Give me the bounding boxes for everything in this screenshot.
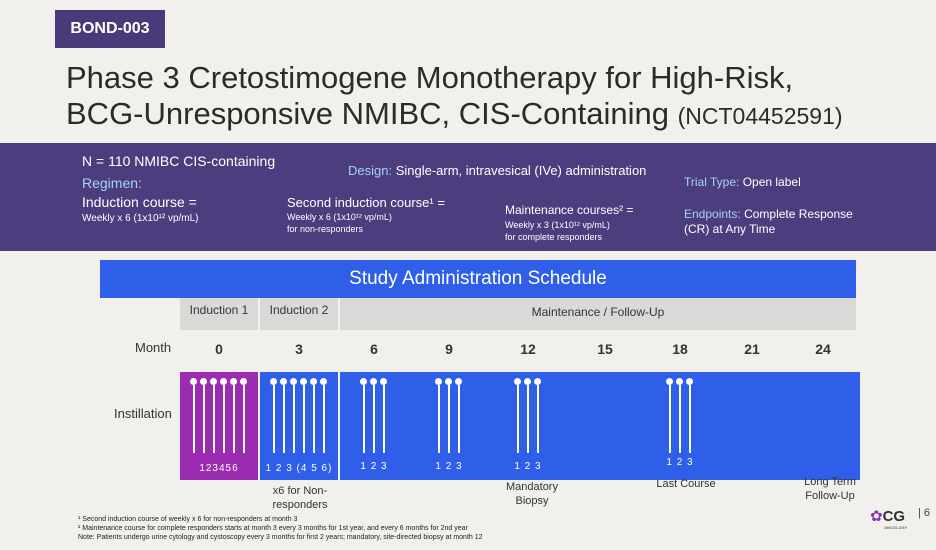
needle-month-6-1 — [360, 378, 367, 453]
needle-induction-2-4 — [300, 378, 307, 453]
needle-induction-2-6 — [320, 378, 327, 453]
maintenance-note: for complete responders — [505, 232, 603, 242]
page-number: | 6 — [918, 507, 931, 519]
month-21: 21 — [744, 341, 760, 357]
endpoints: Endpoints: Complete Response — [684, 207, 853, 221]
footnote-3: Note: Patients undergo urine cytology an… — [78, 534, 483, 541]
month-9: 9 — [445, 341, 453, 357]
below-month-12-line-2: Biopsy — [515, 495, 549, 507]
maintenance-detail: Weekly x 3 (1x10¹² vp/mL) — [505, 220, 610, 230]
below-month-24-line-2: Follow-Up — [805, 490, 855, 502]
phase-row: Induction 1 Induction 2 Maintenance / Fo… — [100, 290, 856, 330]
below-month-24-line-1: Long Term — [804, 476, 856, 488]
instillation-label: Instillation — [114, 406, 172, 421]
instillation-numbers-induction-1: 123456 — [199, 463, 239, 474]
design-value: Single-arm, intravesical (IVe) administr… — [395, 163, 647, 178]
instillation-numbers-month-9: 1 2 3 — [435, 461, 463, 472]
design-label: Design: — [348, 163, 393, 178]
schedule-header: Study Administration Schedule — [100, 260, 856, 298]
instillation-numbers-month-18: 1 2 3 — [666, 457, 694, 468]
needle-induction-1-2 — [200, 378, 207, 453]
needle-month-18-2 — [676, 378, 683, 453]
needle-month-9-2 — [445, 378, 452, 453]
induction-detail: Weekly x 6 (1x10¹² vp/mL) — [82, 213, 199, 224]
below-induction-2-line-2: responders — [272, 499, 328, 511]
endpoints-label: Endpoints: — [684, 207, 741, 221]
needle-induction-2-3 — [290, 378, 297, 453]
instillation-numbers-month-6: 1 2 3 — [360, 461, 388, 472]
slide-title: Phase 3 Cretostimogene Monotherapy for H… — [66, 60, 906, 134]
induction-title: Induction course = — [82, 194, 197, 210]
maintenance-bar: 1 2 3 1 2 3 1 2 3 1 2 3 — [340, 372, 860, 480]
study-tag: BOND-003 — [55, 10, 165, 48]
title-line-2: BCG-Unresponsive NMIBC, CIS-Containing (… — [66, 96, 906, 134]
month-12: 12 — [520, 341, 536, 357]
nct-number: (NCT04452591) — [677, 103, 843, 129]
second-induction-note: for non-responders — [287, 224, 364, 234]
needle-induction-2-2 — [280, 378, 287, 453]
trial-type-value: Open label — [742, 175, 801, 189]
design: Design: Single-arm, intravesical (IVe) a… — [348, 163, 646, 178]
month-0: 0 — [215, 341, 223, 357]
induction-1-bar: 123456 — [180, 372, 258, 480]
second-induction-title: Second induction course¹ = — [287, 195, 445, 210]
needle-induction-1-3 — [210, 378, 217, 453]
needle-month-12-1 — [514, 378, 521, 453]
needle-month-12-3 — [534, 378, 541, 453]
cg-oncology-logo: ✿CG ONCOLOGY — [870, 507, 907, 530]
trial-type-label: Trial Type: — [684, 175, 740, 189]
needle-induction-1-4 — [220, 378, 227, 453]
below-induction-2-line-1: x6 for Non- — [272, 485, 328, 497]
instillation-numbers-month-12: 1 2 3 — [514, 461, 542, 472]
below-month-18: Last Course — [656, 478, 716, 490]
trial-type: Trial Type: Open label — [684, 175, 801, 189]
month-3: 3 — [295, 341, 303, 357]
maintenance-title: Maintenance courses² = — [505, 203, 634, 217]
page-number-value: 6 — [923, 507, 931, 519]
below-month-24: Long Term Follow-Up — [792, 475, 868, 503]
needle-induction-1-6 — [240, 378, 247, 453]
endpoints-value-2: (CR) at Any Time — [684, 222, 776, 236]
induction-2-bar: 1 2 3 (4 5 6) — [260, 372, 338, 480]
second-induction-detail: Weekly x 6 (1x10¹² vp/mL) — [287, 212, 392, 222]
needle-induction-1-1 — [190, 378, 197, 453]
needle-month-9-3 — [455, 378, 462, 453]
needle-month-9-1 — [435, 378, 442, 453]
study-info-band: N = 110 NMIBC CIS-containing Design: Sin… — [0, 143, 936, 251]
footnote-1: ¹ Second induction course of weekly x 6 … — [78, 516, 298, 523]
needle-month-6-2 — [370, 378, 377, 453]
phase-maintenance: Maintenance / Follow-Up — [340, 290, 856, 330]
needle-month-6-3 — [380, 378, 387, 453]
month-18: 18 — [672, 341, 688, 357]
regimen-label: Regimen: — [82, 175, 142, 191]
below-month-12-line-1: Mandatory — [506, 481, 558, 493]
instillation-numbers-induction-2: 1 2 3 (4 5 6) — [265, 463, 333, 474]
logo-mark-icon: ✿ — [870, 508, 883, 525]
month-15: 15 — [597, 341, 613, 357]
needle-month-18-3 — [686, 378, 693, 453]
title-line-1: Phase 3 Cretostimogene Monotherapy for H… — [66, 60, 794, 95]
footnote-2: ² Maintenance course for complete respon… — [78, 525, 468, 532]
logo-text: CG — [882, 508, 906, 525]
n-text: N = 110 NMIBC CIS-containing — [82, 153, 276, 169]
below-induction-2: x6 for Non- responders — [262, 484, 338, 512]
needle-induction-2-1 — [270, 378, 277, 453]
endpoints-value-1: Complete Response — [744, 207, 853, 221]
month-6: 6 — [370, 341, 378, 357]
month-label: Month — [135, 340, 172, 355]
needle-month-18-1 — [666, 378, 673, 453]
needle-month-12-2 — [524, 378, 531, 453]
below-month-12: Mandatory Biopsy — [496, 480, 568, 508]
needle-induction-2-5 — [310, 378, 317, 453]
month-24: 24 — [815, 341, 831, 357]
needle-induction-1-5 — [230, 378, 237, 453]
logo-subtext: ONCOLOGY — [884, 525, 908, 530]
title-line-2-text: BCG-Unresponsive NMIBC, CIS-Containing — [66, 96, 669, 131]
